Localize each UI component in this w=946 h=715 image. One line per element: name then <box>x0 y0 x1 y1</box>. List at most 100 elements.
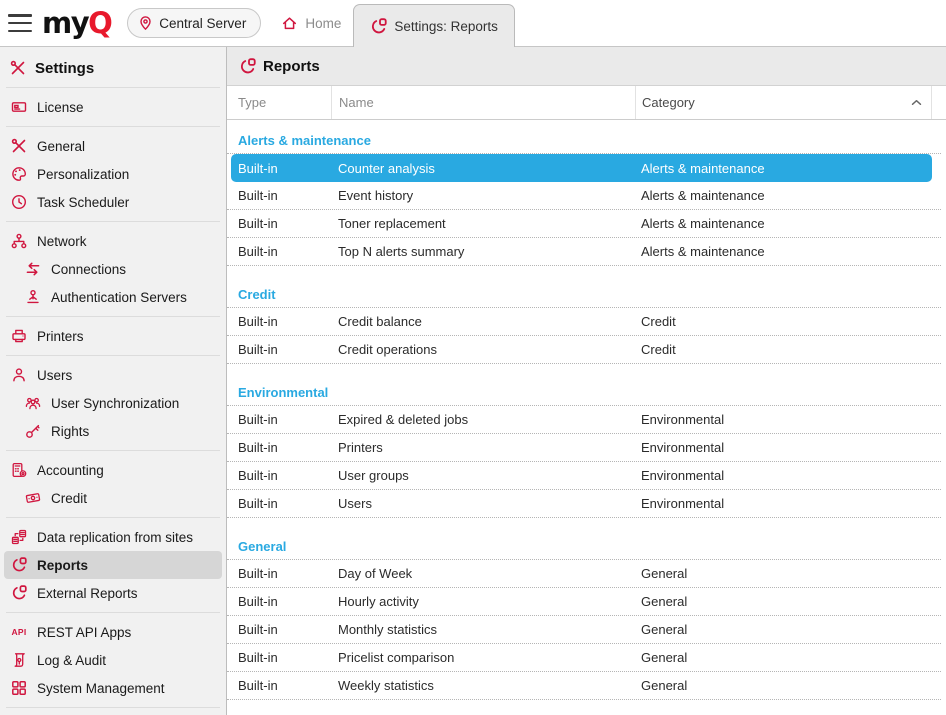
sidebar-item-label: Credit <box>51 490 88 506</box>
report-row[interactable]: Built-in Weekly statistics General <box>227 672 941 700</box>
sidebar-item-label: Log & Audit <box>37 652 107 668</box>
sidebar-item-user-synchronization[interactable]: User Synchronization <box>0 389 226 417</box>
cell-name: User groups <box>338 468 409 483</box>
cell-name: Counter analysis <box>338 160 435 176</box>
tab-home[interactable]: Home <box>281 15 341 31</box>
reports-pie-icon <box>370 17 387 35</box>
sidebar-item-rights[interactable]: Rights <box>0 417 226 445</box>
banknote-icon <box>24 490 42 506</box>
user-icon <box>10 367 28 383</box>
sidebar-item-log-audit[interactable]: Log & Audit <box>0 646 226 674</box>
report-group-header: General <box>227 534 941 560</box>
report-row[interactable]: Built-in Hourly activity General <box>227 588 941 616</box>
cell-type: Built-in <box>238 678 278 693</box>
menu-icon[interactable] <box>8 13 32 33</box>
sidebar-item-system-management[interactable]: System Management <box>0 674 226 702</box>
sidebar-item-label: Connections <box>51 261 127 277</box>
divider <box>6 355 220 356</box>
cell-name: Expired & deleted jobs <box>338 412 469 427</box>
sidebar-item-credit[interactable]: Credit <box>0 484 226 512</box>
cell-name: Users <box>338 496 372 511</box>
divider <box>6 707 220 708</box>
sidebar-item-label: Network <box>37 233 87 249</box>
cell-type: Built-in <box>238 188 278 203</box>
cell-type: Built-in <box>238 314 278 329</box>
cell-type: Built-in <box>238 622 278 637</box>
cell-category: Credit <box>641 314 676 329</box>
sidebar-item-label: Printers <box>37 328 84 344</box>
sidebar-item-task-scheduler[interactable]: Task Scheduler <box>0 188 226 216</box>
server-name-label: Central Server <box>159 15 247 31</box>
header-gutter <box>931 86 946 119</box>
cell-category: General <box>641 594 688 609</box>
report-group: General Built-in Day of Week General Bui… <box>227 534 941 700</box>
report-row[interactable]: Built-in Monthly statistics General <box>227 616 941 644</box>
sidebar-item-rest-api-apps[interactable]: API REST API Apps <box>0 618 226 646</box>
cell-name: Printers <box>338 440 383 455</box>
cell-name: Credit operations <box>338 342 437 357</box>
cell-type: Built-in <box>238 412 278 427</box>
pie-chart-icon <box>10 585 28 601</box>
server-selector-button[interactable]: Central Server <box>127 8 262 38</box>
report-row[interactable]: Built-in Printers Environmental <box>227 434 941 462</box>
column-header-category[interactable]: Category <box>635 86 931 119</box>
sidebar-item-accounting[interactable]: Accounting <box>0 456 226 484</box>
column-header-type[interactable]: Type <box>238 95 267 110</box>
sidebar-item-label: Personalization <box>37 166 130 182</box>
location-pin-icon <box>138 15 153 31</box>
sidebar-item-authentication-servers[interactable]: Authentication Servers <box>0 283 226 311</box>
report-row[interactable]: Built-in Credit balance Credit <box>227 308 941 336</box>
cell-name: Weekly statistics <box>338 678 434 693</box>
report-row[interactable]: Built-in Event history Alerts & maintena… <box>227 182 941 210</box>
report-row[interactable]: Built-in User groups Environmental <box>227 462 941 490</box>
divider <box>6 126 220 127</box>
report-row[interactable]: Built-in Top N alerts summary Alerts & m… <box>227 238 941 266</box>
report-group-header: Environmental <box>227 380 941 406</box>
sidebar-item-connections[interactable]: Connections <box>0 255 226 283</box>
cell-category: Environmental <box>641 468 725 483</box>
report-list: Alerts & maintenance Built-in Counter an… <box>227 120 946 700</box>
sidebar-item-data-replication[interactable]: Data replication from sites <box>0 523 226 551</box>
report-row[interactable]: Built-in Expired & deleted jobs Environm… <box>227 406 941 434</box>
sidebar-item-reports[interactable]: Reports <box>4 551 222 579</box>
tab-settings-reports-label: Settings: Reports <box>394 18 498 34</box>
report-row[interactable]: Built-in Day of Week General <box>227 560 941 588</box>
cell-category: General <box>641 650 688 665</box>
column-header-name[interactable]: Name <box>331 86 635 119</box>
page-title: Reports <box>263 57 320 75</box>
sidebar-item-personalization[interactable]: Personalization <box>0 160 226 188</box>
sidebar-item-label: Users <box>37 367 73 383</box>
report-row[interactable]: Built-in Counter analysis Alerts & maint… <box>231 154 932 182</box>
grid-icon <box>10 680 28 696</box>
tab-settings-reports[interactable]: Settings: Reports <box>353 4 515 47</box>
sidebar-item-printers[interactable]: Printers <box>0 322 226 350</box>
cell-type: Built-in <box>238 650 278 665</box>
api-icon: API <box>11 627 27 637</box>
cell-category: Alerts & maintenance <box>641 160 765 176</box>
report-row[interactable]: Built-in Toner replacement Alerts & main… <box>227 210 941 238</box>
divider <box>6 87 220 88</box>
sidebar-item-label: Task Scheduler <box>37 194 130 210</box>
sidebar-item-license[interactable]: License <box>0 93 226 121</box>
sidebar-item-external-reports[interactable]: External Reports <box>0 579 226 607</box>
calculator-icon <box>10 462 28 478</box>
divider <box>6 450 220 451</box>
report-row[interactable]: Built-in Credit operations Credit <box>227 336 941 364</box>
user-sync-icon <box>24 395 42 411</box>
sort-ascending-icon <box>911 99 922 106</box>
cell-category: Alerts & maintenance <box>641 216 765 231</box>
report-group: Environmental Built-in Expired & deleted… <box>227 380 941 518</box>
settings-sidebar: Settings License General Personaliza <box>0 47 227 715</box>
reports-pie-icon <box>239 57 256 75</box>
divider <box>6 517 220 518</box>
sidebar-item-users[interactable]: Users <box>0 361 226 389</box>
report-row[interactable]: Built-in Users Environmental <box>227 490 941 518</box>
replication-icon <box>10 529 28 545</box>
palette-icon <box>10 166 28 182</box>
sidebar-item-network[interactable]: Network <box>0 227 226 255</box>
sidebar-item-general[interactable]: General <box>0 132 226 160</box>
network-icon <box>10 233 28 249</box>
connections-icon <box>24 261 42 277</box>
cell-name: Event history <box>338 188 414 203</box>
report-row[interactable]: Built-in Pricelist comparison General <box>227 644 941 672</box>
